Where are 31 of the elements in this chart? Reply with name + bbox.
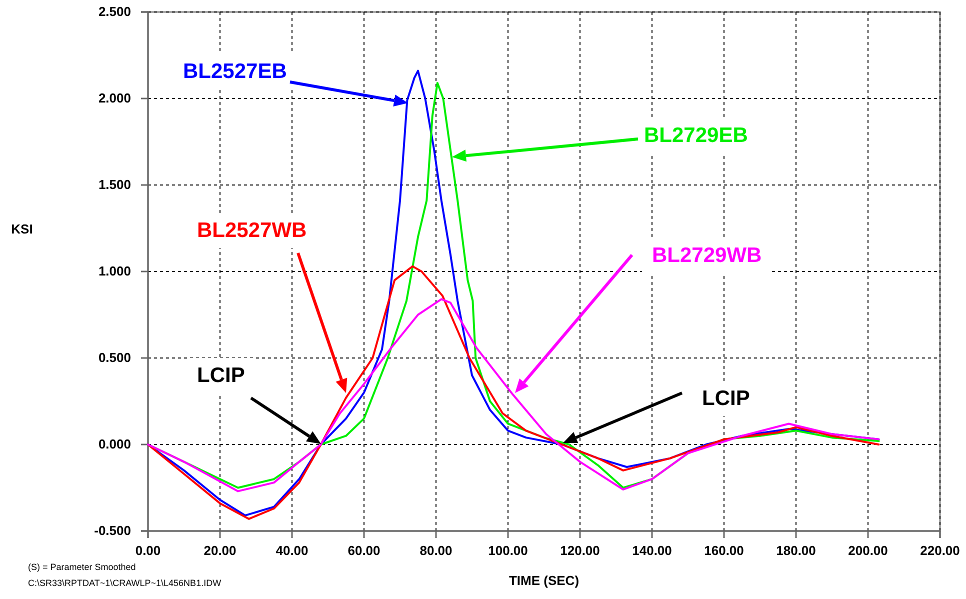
x-tick-label: 160.00 [704,543,744,558]
text: C:\SR33\RPTDAT~1\CRAWLP~1\L456NB1.IDW [28,578,222,588]
x-tick-label: 40.00 [276,543,308,558]
x-tick-label: 80.00 [420,543,452,558]
text: BL2527WB [197,219,307,242]
x-tick-label: 60.00 [348,543,380,558]
line-series [147,265,880,520]
y-tick-label: 2.500 [98,4,131,20]
y-tick-label: 1.500 [98,177,131,192]
text: BL2729WB [652,244,762,267]
x-tick-label: 20.00 [204,543,236,558]
annotation: LCIP [702,387,750,410]
y-tick-label: 1.000 [98,264,131,279]
y-tick-label: -0.500 [94,523,131,538]
line-series [147,298,880,492]
x-tick-label: 0.00 [135,543,161,558]
x-tick-label: 140.00 [632,543,672,558]
y-tick-label: 0.500 [98,350,131,366]
y-tick-label: 0.000 [98,436,131,452]
y-tick-label: 2.000 [98,90,131,106]
annotation: LCIP [197,364,245,387]
x-axis-title: TIME (SEC) [508,573,580,588]
x-tick-label: 100.00 [488,543,528,558]
x-tick-label: 220.00 [920,543,960,558]
x-tick-label: 200.00 [848,543,888,558]
y-axis-title: KSI [11,221,33,236]
x-tick-label: 120.00 [560,543,600,558]
text: BL2527EB [183,60,287,83]
x-tick-label: 180.00 [776,543,816,558]
text: BL2729EB [644,124,748,147]
text: (S) = Parameter Smoothed [28,562,136,572]
